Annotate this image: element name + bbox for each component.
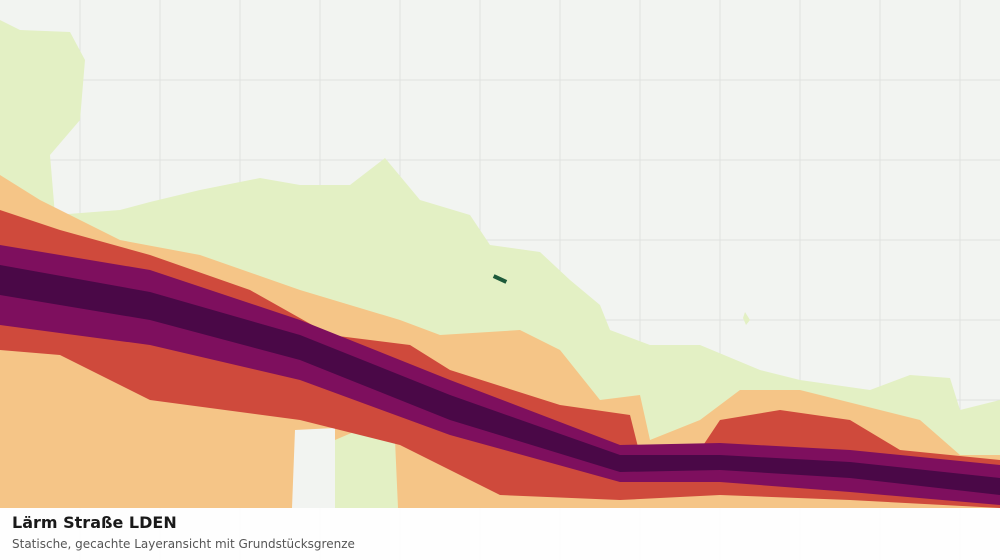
noise-zone-low (743, 312, 750, 325)
info-panel (0, 508, 1000, 560)
map-gap (292, 428, 335, 508)
layer-subtitle: Statische, gecachte Layeransicht mit Gru… (12, 537, 355, 551)
noise-zone-very-high (0, 245, 1000, 505)
layer-title: Lärm Straße LDEN (12, 513, 177, 532)
noise-zone-high (0, 210, 1000, 508)
parcel-boundary (492, 274, 508, 284)
noise-zone-low (335, 425, 398, 508)
noise-zone-extreme (0, 265, 1000, 495)
